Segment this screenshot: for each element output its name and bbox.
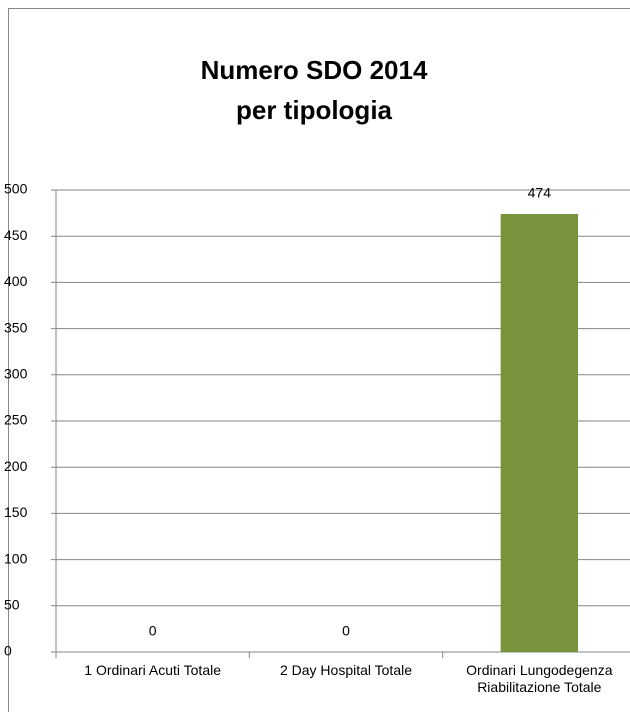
y-tick-label: 0 — [4, 643, 12, 659]
y-tick-label: 400 — [4, 273, 28, 289]
chart-title: Numero SDO 2014 — [201, 55, 428, 85]
y-tick-label: 300 — [4, 366, 28, 382]
y-tick-label: 150 — [4, 504, 28, 520]
x-tick-label: 2 Day Hospital Totale — [279, 662, 413, 678]
y-tick-label: 250 — [4, 412, 28, 428]
y-tick-label: 200 — [4, 458, 28, 474]
chart-title: per tipologia — [236, 95, 393, 125]
y-tick-label: 100 — [4, 550, 28, 566]
y-tick-label: 450 — [4, 227, 28, 243]
y-tick-label: 350 — [4, 319, 28, 335]
data-label: 0 — [149, 623, 157, 639]
x-tick-label: Ordinari Lungodegenza Riabilitazione Tot… — [466, 662, 613, 695]
data-label: 474 — [528, 185, 552, 201]
y-tick-label: 500 — [4, 181, 28, 197]
x-tick-label: 1 Ordinari Acuti Totale — [84, 662, 222, 678]
data-label: 0 — [342, 623, 350, 639]
y-tick-label: 50 — [4, 597, 20, 613]
bar — [500, 214, 578, 653]
